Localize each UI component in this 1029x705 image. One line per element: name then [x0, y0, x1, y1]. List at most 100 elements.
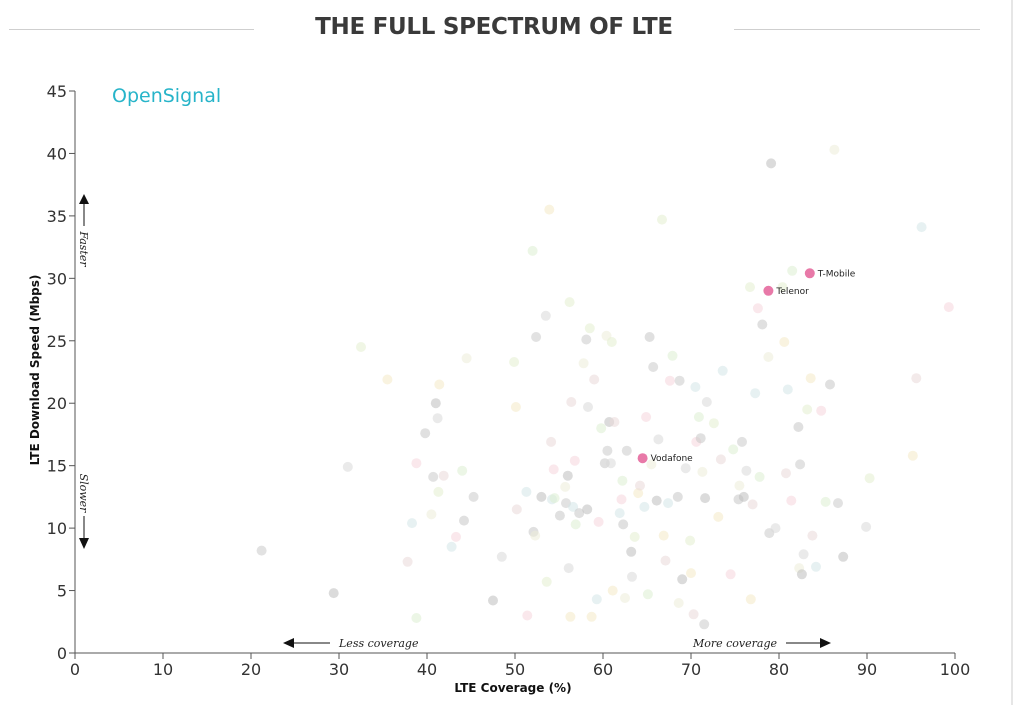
- opensignal-logo: OpenSignal: [112, 85, 221, 107]
- page-title: THE FULL SPECTRUM OF LTE: [315, 14, 673, 40]
- operator-point: [757, 319, 768, 330]
- operator-point: [752, 303, 763, 314]
- operator-point: [747, 499, 758, 510]
- operator-point: [546, 436, 557, 447]
- x-tick-label: 70: [681, 660, 701, 679]
- highlight-label-vodafone: Vodafone: [651, 454, 694, 464]
- operator-point: [635, 480, 645, 491]
- x-tick-label: 10: [153, 660, 173, 679]
- operator-point: [943, 302, 954, 313]
- operator-point: [713, 511, 724, 522]
- operator-point: [798, 549, 809, 560]
- less-coverage-label: Less coverage: [338, 637, 419, 650]
- operator-point: [530, 530, 541, 541]
- operator-point: [541, 576, 552, 587]
- operator-point: [426, 509, 437, 520]
- header-rule-right: [734, 29, 980, 30]
- operator-point: [745, 282, 755, 293]
- y-tick-label: 30: [47, 269, 67, 288]
- faster-label: Faster: [77, 230, 90, 267]
- slower-arrow-icon: [79, 538, 89, 549]
- operator-point: [256, 545, 267, 556]
- operator-point: [342, 461, 353, 472]
- slower-label: Slower: [77, 474, 90, 514]
- operator-point: [432, 413, 443, 424]
- operator-point: [488, 595, 498, 606]
- operator-point: [725, 569, 736, 580]
- operator-point: [428, 471, 439, 482]
- operator-point: [382, 374, 393, 385]
- y-tick-label: 35: [47, 207, 67, 226]
- operator-point: [657, 214, 667, 225]
- operator-point: [433, 486, 444, 497]
- operator-point: [805, 373, 816, 384]
- y-tick-label: 10: [47, 519, 67, 538]
- operator-point: [686, 568, 696, 579]
- operator-point: [741, 465, 752, 476]
- operator-point: [738, 491, 749, 502]
- operator-point: [664, 375, 675, 386]
- operator-point: [496, 551, 507, 562]
- operator-point: [629, 531, 640, 542]
- page-edge-divider: [1011, 0, 1013, 705]
- operator-point: [328, 588, 339, 599]
- operator-point: [782, 384, 793, 395]
- y-tick-label: 20: [47, 394, 67, 413]
- operator-point: [614, 508, 625, 519]
- operator-point: [607, 585, 618, 596]
- highlight-point-telenor: [763, 285, 774, 296]
- operator-point: [593, 516, 604, 527]
- x-tick-label: 100: [940, 660, 971, 679]
- operator-point: [596, 423, 607, 434]
- x-tick-label: 20: [241, 660, 261, 679]
- x-tick-label: 30: [329, 660, 349, 679]
- operator-point: [566, 397, 577, 407]
- operator-point: [745, 594, 756, 605]
- faster-arrow-icon: [79, 194, 89, 204]
- operator-point: [639, 501, 650, 512]
- operator-point: [663, 498, 674, 509]
- operator-point: [430, 398, 441, 409]
- operator-point: [701, 397, 712, 407]
- operator-point: [648, 362, 659, 372]
- operator-point: [646, 459, 657, 470]
- operator-point: [527, 245, 538, 256]
- operator-point: [509, 357, 520, 367]
- operator-point: [461, 353, 472, 364]
- operator-point: [795, 459, 806, 470]
- y-tick-label: 15: [47, 457, 67, 476]
- x-axis-title: LTE Coverage (%): [454, 681, 571, 695]
- operator-point: [708, 418, 719, 429]
- operator-point: [591, 594, 602, 605]
- operator-point: [457, 465, 468, 476]
- operator-point: [802, 404, 813, 415]
- y-tick-label: 25: [47, 332, 67, 351]
- highlight-point-t-mobile: [804, 268, 815, 279]
- operator-point: [411, 458, 422, 469]
- operator-point: [672, 491, 683, 502]
- highlight-label-telenor: Telenor: [775, 287, 809, 297]
- x-tick-label: 50: [505, 660, 525, 679]
- operator-point: [766, 158, 777, 169]
- operator-point: [658, 530, 669, 541]
- operator-point: [660, 555, 671, 566]
- operator-point: [737, 436, 747, 447]
- operator-point: [606, 337, 617, 347]
- operator-point: [459, 515, 469, 526]
- operator-point: [651, 495, 662, 506]
- operator-point: [811, 561, 821, 572]
- operator-point: [677, 574, 688, 585]
- highlight-point-vodafone: [637, 453, 648, 464]
- operator-point: [434, 379, 445, 390]
- operator-point: [715, 454, 726, 465]
- x-tick-label: 80: [769, 660, 789, 679]
- operator-point: [468, 491, 479, 502]
- operator-point: [688, 609, 699, 620]
- operator-point: [531, 332, 542, 342]
- operator-point: [907, 450, 918, 461]
- operator-point: [581, 334, 592, 345]
- operator-point: [446, 541, 457, 552]
- operator-point: [618, 519, 629, 530]
- operator-point: [626, 546, 637, 557]
- operator-point: [521, 486, 532, 497]
